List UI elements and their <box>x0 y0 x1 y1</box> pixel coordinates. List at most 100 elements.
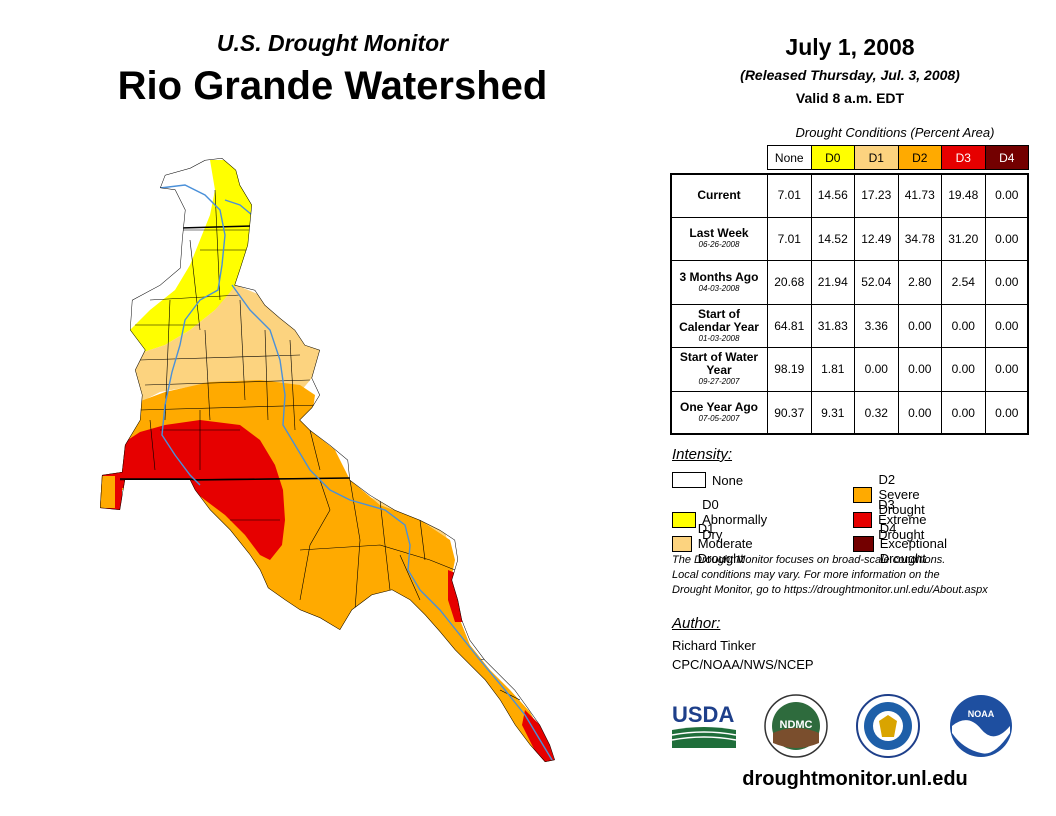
row-date: 06-26-2008 <box>698 240 740 250</box>
commerce-seal-logo <box>856 694 920 758</box>
legend-item: D2 Severe Drought <box>853 472 939 517</box>
table-cell: 0.00 <box>941 390 986 435</box>
legend-label: D3 Extreme Drought <box>878 497 927 542</box>
rio-grande-river <box>159 184 553 761</box>
legend-item: D0 Abnormally Dry <box>672 497 777 542</box>
legend-label: D1 Moderate Drought <box>697 521 753 566</box>
table-cell: 0.00 <box>941 303 986 348</box>
row-label-text: Start of Water Year <box>679 350 759 378</box>
table-cell: 0.00 <box>984 216 1029 261</box>
website-link[interactable]: droughtmonitor.unl.edu <box>742 768 968 790</box>
row-date: 09-27-2007 <box>698 377 740 387</box>
usda-logo: USDA <box>671 702 737 748</box>
legend-swatch <box>672 511 697 528</box>
table-cell: 64.81 <box>767 303 812 348</box>
table-cell: 0.00 <box>897 347 942 392</box>
d3-area-main <box>120 420 285 560</box>
d0-area <box>130 160 252 355</box>
table-cell: 0.00 <box>984 260 1029 305</box>
table-cell: 34.78 <box>897 216 942 261</box>
legend-label: None <box>712 472 744 488</box>
row-label-text: Current <box>697 187 741 202</box>
table-row-label: Last Week 06-26-2008 <box>670 216 767 261</box>
map-subtitle: U.S. Drought Monitor <box>216 30 449 56</box>
table-cell: 0.00 <box>984 303 1029 348</box>
noaa-logo-text: NOAA <box>968 709 995 719</box>
author-org: CPC/NOAA/NWS/NCEP <box>672 657 814 672</box>
table-cell: 7.01 <box>767 216 812 261</box>
table-cell: 0.00 <box>984 173 1029 218</box>
table-cell: 14.56 <box>810 173 855 218</box>
legend-label: D0 Abnormally Dry <box>702 497 768 542</box>
disclaimer-line: The Drought Monitor focuses on broad-sca… <box>672 554 946 566</box>
row-label-text: Last Week <box>689 226 749 241</box>
row-label-text: Start of Calendar Year <box>679 306 759 334</box>
legend-item: D3 Extreme Drought <box>853 497 941 542</box>
table-cell: 0.00 <box>984 390 1029 435</box>
noaa-logo: NOAA <box>950 695 1012 757</box>
column-header-d2: D2 <box>897 145 942 170</box>
column-header-d0: D0 <box>810 145 855 170</box>
table-cell: 0.32 <box>854 390 899 435</box>
legend-item: D1 Moderate Drought <box>672 521 767 566</box>
table-cell: 14.52 <box>810 216 855 261</box>
release-date: (Released Thursday, Jul. 3, 2008) <box>740 67 960 83</box>
row-date: 04-03-2008 <box>698 283 740 293</box>
column-header-d4: D4 <box>984 145 1029 170</box>
author-name: Richard Tinker <box>672 638 756 653</box>
disclaimer-line: Drought Monitor, go to https://droughtmo… <box>672 584 988 596</box>
table-cell: 1.81 <box>810 347 855 392</box>
table-cell: 31.20 <box>941 216 986 261</box>
row-date: 07-05-2007 <box>698 414 740 424</box>
table-row-label: Start of Calendar Year 01-03-2008 <box>670 303 767 348</box>
table-row-label: One Year Ago 07-05-2007 <box>670 390 767 435</box>
watershed-outline <box>100 158 555 762</box>
legend-label: D2 Severe Drought <box>878 472 925 517</box>
legend-item: D4 Exceptional Drought <box>853 521 960 566</box>
table-cell: 0.00 <box>897 390 942 435</box>
table-cell: 41.73 <box>897 173 942 218</box>
legend-swatch <box>672 472 706 488</box>
author-heading: Author: <box>672 615 721 632</box>
disclaimer-line: Local conditions may vary. For more info… <box>672 569 940 581</box>
row-date: 01-03-2008 <box>698 333 740 343</box>
column-header-none: None <box>767 145 812 170</box>
legend-item: None <box>672 472 743 488</box>
map-title: Rio Grande Watershed <box>117 64 548 108</box>
ndmc-logo-text: NDMC <box>780 719 813 731</box>
column-header-d3: D3 <box>941 145 986 170</box>
table-cell: 0.00 <box>897 303 942 348</box>
disclaimer: The Drought Monitor focuses on broad-sca… <box>672 553 1052 598</box>
table-caption: Drought Conditions (Percent Area) <box>795 125 995 140</box>
legend-label: D4 Exceptional Drought <box>879 521 947 566</box>
table-row-label: 3 Months Ago 04-03-2008 <box>670 260 767 305</box>
table-cell: 2.80 <box>897 260 942 305</box>
watershed-map <box>100 158 555 762</box>
table-cell: 19.48 <box>941 173 986 218</box>
table-cell: 52.04 <box>854 260 899 305</box>
table-cell: 0.00 <box>984 347 1029 392</box>
usda-logo-text: USDA <box>672 702 734 727</box>
table-cell: 2.54 <box>941 260 986 305</box>
table-cell: 0.00 <box>941 347 986 392</box>
column-header-d1: D1 <box>854 145 899 170</box>
table-cell: 98.19 <box>767 347 812 392</box>
ndmc-logo: NDMC <box>764 694 828 758</box>
table-cell: 3.36 <box>854 303 899 348</box>
valid-time: Valid 8 a.m. EDT <box>795 90 905 106</box>
table-cell: 0.00 <box>854 347 899 392</box>
d2-area-west <box>100 476 115 508</box>
d1-area <box>135 285 320 405</box>
state-boundaries <box>120 225 351 481</box>
table-cell: 31.83 <box>810 303 855 348</box>
table-cell: 12.49 <box>854 216 899 261</box>
table-row-label: Start of Water Year 09-27-2007 <box>670 347 767 392</box>
map-date: July 1, 2008 <box>785 34 915 60</box>
table-cell: 20.68 <box>767 260 812 305</box>
legend-swatch <box>853 535 874 552</box>
table-cell: 17.23 <box>854 173 899 218</box>
table-cell: 90.37 <box>767 390 812 435</box>
row-label-text: 3 Months Ago <box>679 269 759 284</box>
legend-swatch <box>853 486 873 503</box>
intensity-heading: Intensity: <box>672 446 733 463</box>
